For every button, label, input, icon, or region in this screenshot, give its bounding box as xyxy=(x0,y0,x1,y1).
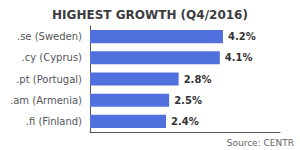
svg-text:4.2%: 4.2% xyxy=(228,31,256,42)
svg-text:.pt (Portugal): .pt (Portugal) xyxy=(16,74,82,85)
svg-text:2.5%: 2.5% xyxy=(174,95,202,106)
svg-text:2.8%: 2.8% xyxy=(184,74,212,85)
svg-text:2.4%: 2.4% xyxy=(171,116,199,127)
svg-text:Source: CENTR: Source: CENTR xyxy=(227,138,294,148)
svg-text:.se (Sweden): .se (Sweden) xyxy=(17,31,82,42)
svg-text:.cy (Cyprus): .cy (Cyprus) xyxy=(22,52,83,63)
svg-text:HIGHEST GROWTH (Q4/2016): HIGHEST GROWTH (Q4/2016) xyxy=(52,8,248,22)
svg-text:.fi (Finland): .fi (Finland) xyxy=(26,116,82,127)
svg-text:.am (Armenia): .am (Armenia) xyxy=(10,95,82,106)
svg-text:4.1%: 4.1% xyxy=(225,52,253,63)
